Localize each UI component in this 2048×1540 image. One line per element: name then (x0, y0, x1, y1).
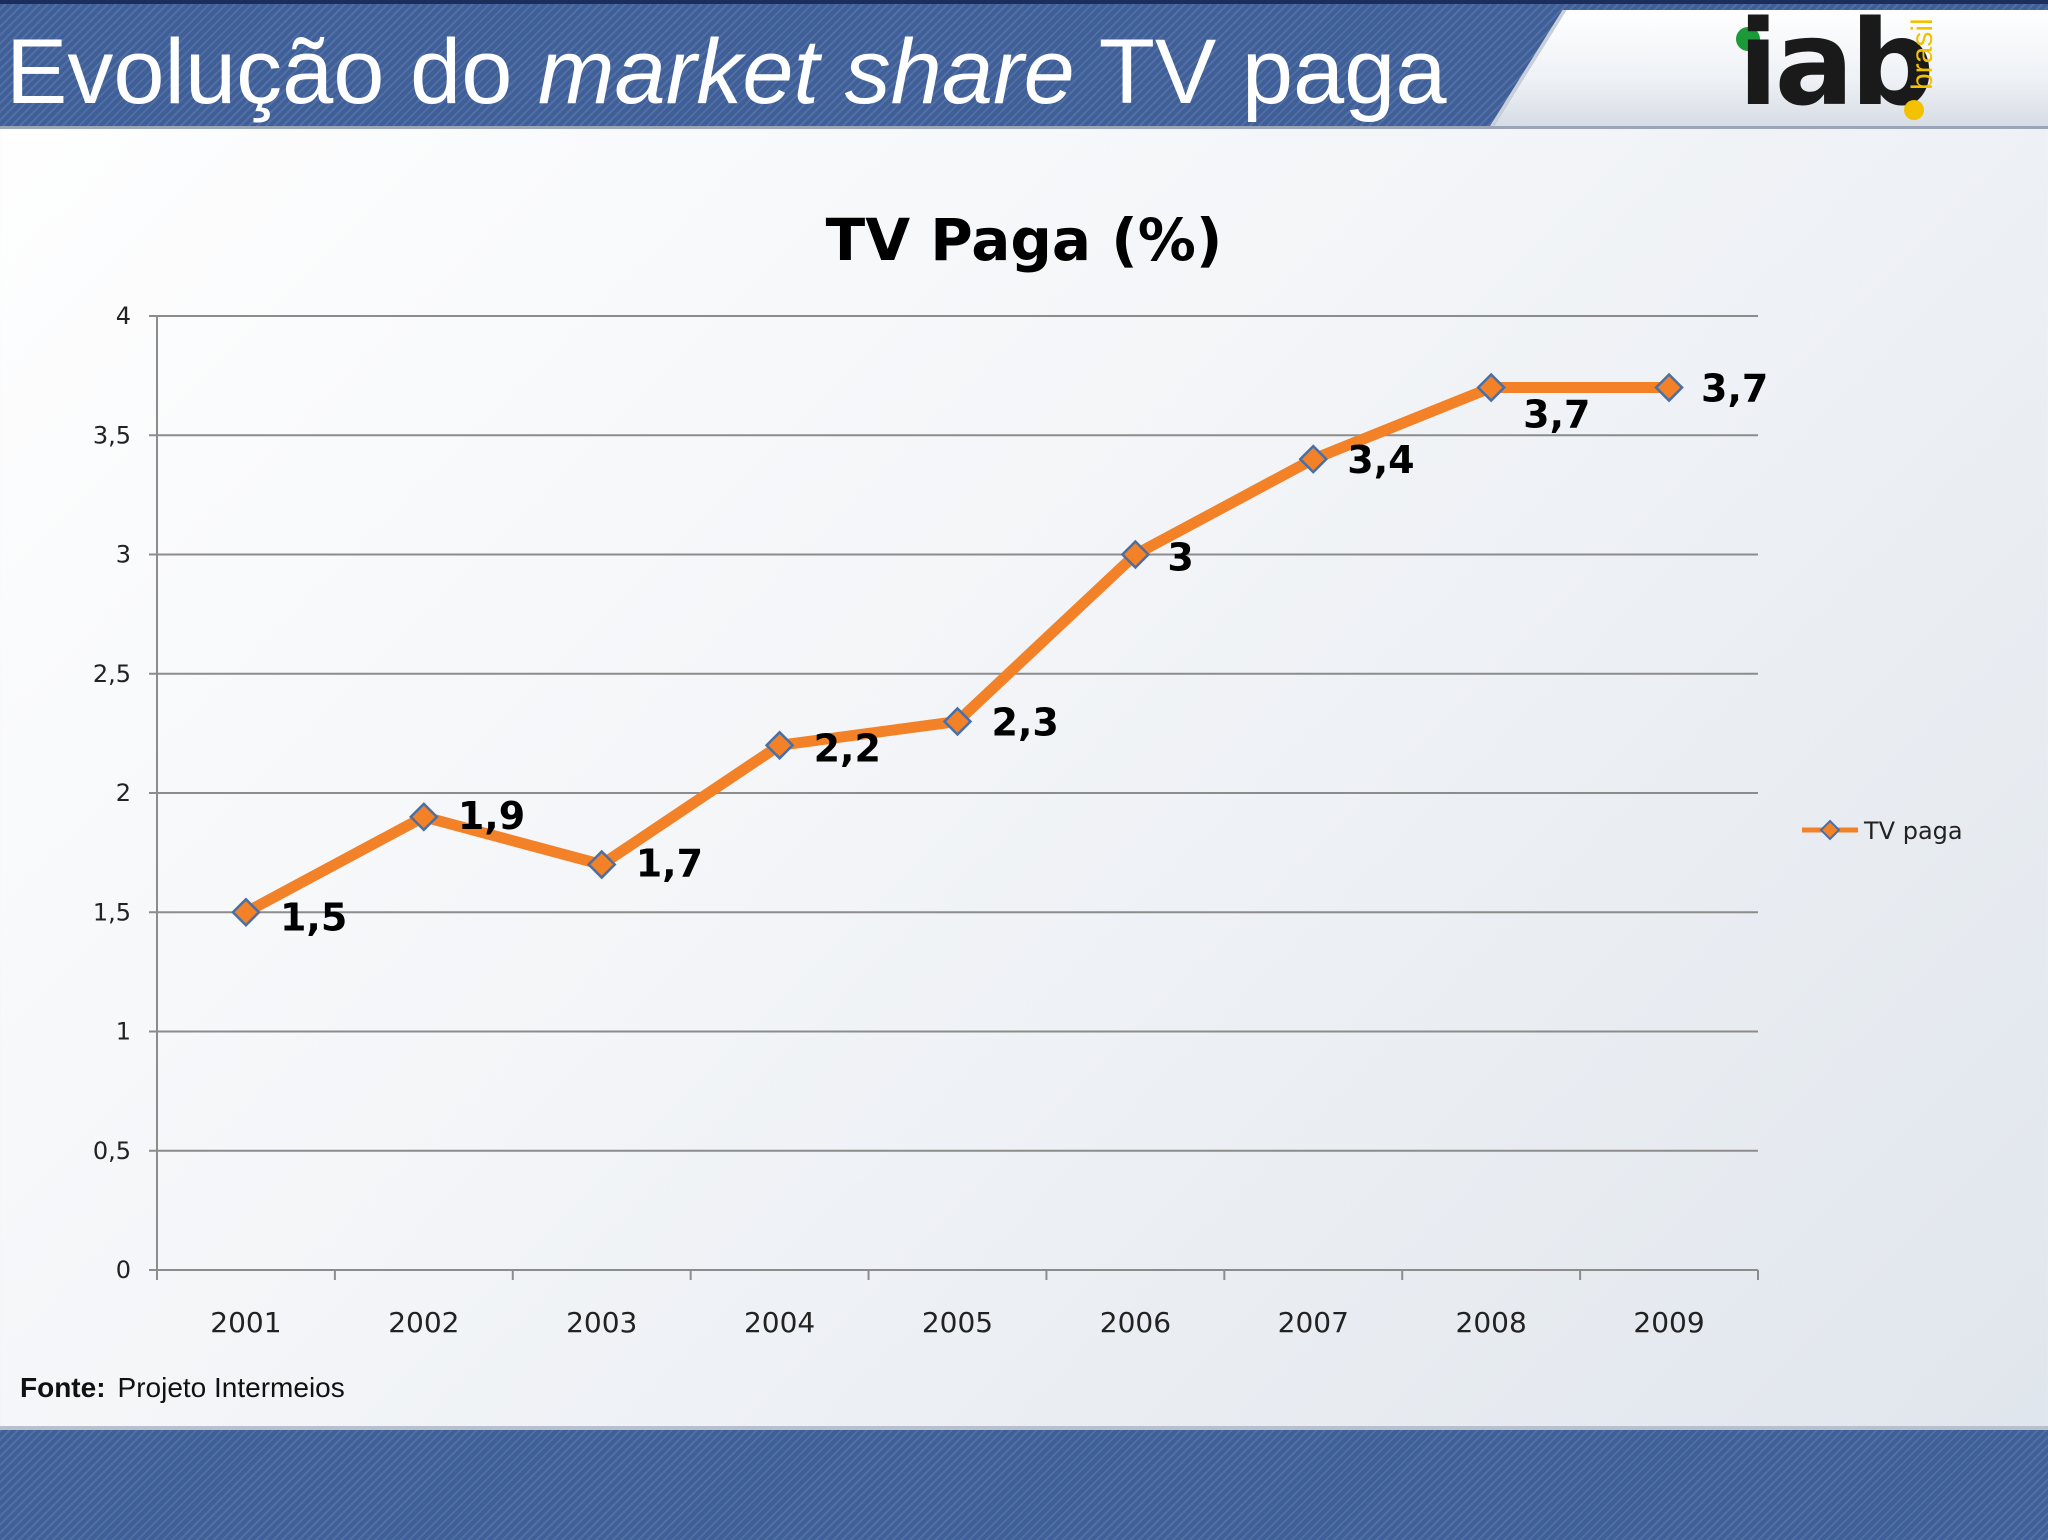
axes (156, 316, 1759, 1280)
data-label: 3,7 (1523, 393, 1590, 437)
logo-yellow-dot (1904, 100, 1924, 120)
x-tick-label: 2004 (744, 1306, 815, 1339)
data-label: 2,2 (814, 726, 881, 770)
chart-title: TV Paga (%) (826, 206, 1223, 274)
data-point-marker (586, 849, 617, 880)
y-tick-label: 0,5 (93, 1137, 131, 1165)
data-point-marker (231, 897, 261, 928)
x-tick-labels: 2001 2002 2003 2004 2005 2006 2007 2008 2009 (210, 1306, 1704, 1339)
data-label: 3,7 (1701, 367, 1768, 411)
data-label: 1,5 (280, 895, 347, 939)
y-tick-label: 1 (116, 1018, 131, 1046)
x-tick-label: 2007 (1278, 1306, 1349, 1339)
grid-lines (149, 315, 1758, 1271)
y-tick-label: 3,5 (93, 421, 131, 449)
y-tick-label: 0 (116, 1256, 131, 1284)
banner-top-line (0, 0, 2048, 4)
x-tick-label: 2005 (922, 1306, 993, 1339)
data-label: 3 (1167, 536, 1193, 580)
data-label: 2,3 (992, 700, 1059, 744)
legend-swatch-marker (1819, 819, 1841, 841)
legend: TV paga (1802, 817, 1963, 845)
x-tick-label: 2009 (1633, 1306, 1704, 1339)
source-label: Fonte: (20, 1372, 106, 1403)
y-tick-label: 4 (116, 302, 131, 330)
y-tick-label: 2 (116, 779, 131, 807)
title-italic: market share (537, 21, 1075, 123)
data-point-marker (409, 802, 439, 832)
x-tick-label: 2006 (1100, 1306, 1171, 1339)
y-tick-label: 1,5 (93, 898, 131, 926)
data-point-marker (942, 706, 973, 737)
footer-banner (0, 1426, 2048, 1540)
data-label: 1,7 (636, 842, 703, 886)
title-part1: Evolução do (6, 21, 538, 123)
data-point-marker (1298, 444, 1329, 474)
data-label: 1,9 (458, 794, 525, 838)
data-point-marker (1476, 372, 1506, 403)
y-tick-label: 2,5 (93, 660, 131, 688)
x-tick-label: 2001 (210, 1306, 281, 1339)
data-labels: 1,5 1,9 1,7 2,2 2,3 3 3,4 3,7 3,7 (280, 367, 1768, 940)
series-tv-paga (231, 372, 1684, 928)
iab-logo: iab (1738, 0, 1935, 132)
x-tick-label: 2003 (566, 1306, 637, 1339)
source-value: Projeto Intermeios (117, 1372, 345, 1403)
y-tick-labels: 0 0,5 1 1,5 2 2,5 3 3,5 4 (93, 302, 131, 1284)
data-label: 3,4 (1347, 438, 1414, 482)
x-tick-label: 2008 (1456, 1306, 1527, 1339)
x-tick-label: 2002 (388, 1306, 459, 1339)
y-tick-label: 3 (116, 541, 131, 569)
logo-green-dot (1736, 27, 1760, 51)
title-part2: TV paga (1074, 21, 1447, 123)
data-point-marker (1654, 372, 1684, 403)
slide-title: Evolução do market share TV paga (6, 22, 1446, 122)
legend-label: TV paga (1863, 817, 1963, 845)
data-point-marker (1120, 539, 1151, 570)
data-point-marker (764, 730, 795, 761)
source-note: Fonte: Projeto Intermeios (20, 1372, 345, 1404)
